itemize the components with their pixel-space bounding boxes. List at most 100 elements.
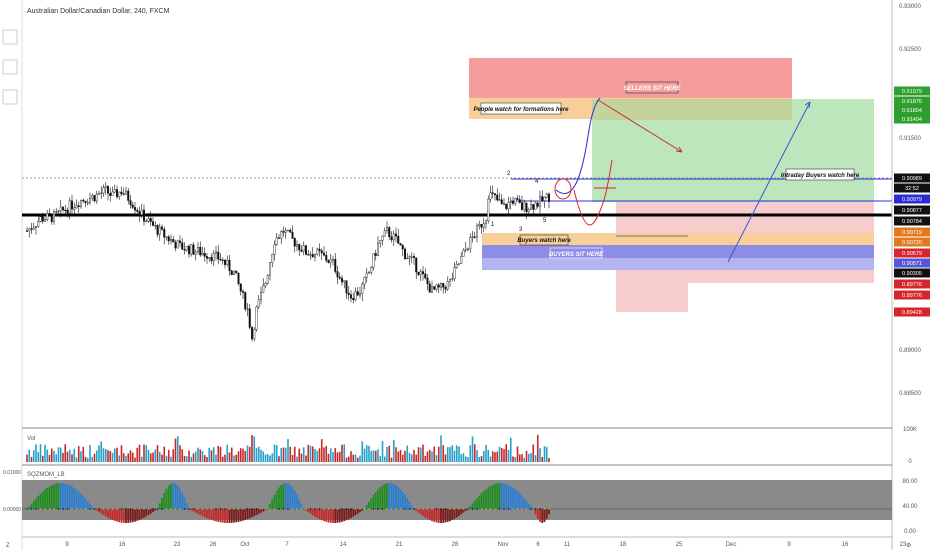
momentum-bar: [170, 483, 172, 509]
squeeze-dot: [458, 508, 460, 510]
momentum-bar: [138, 509, 141, 520]
squeeze-dot: [336, 508, 339, 510]
volume-bar: [534, 455, 537, 462]
squeeze-dot: [107, 508, 109, 510]
candle: [462, 248, 465, 257]
candle: [221, 257, 224, 265]
squeeze-dot: [156, 508, 159, 510]
squeeze-dot: [408, 508, 411, 510]
squeeze-dot: [368, 508, 370, 510]
squeeze-dot: [179, 508, 181, 510]
volume-bar: [386, 446, 388, 462]
momentum-bar: [71, 486, 73, 509]
volume-bar: [399, 449, 402, 462]
candle: [104, 182, 107, 195]
volume-bar: [266, 454, 269, 462]
momentum-bar: [336, 509, 339, 523]
volume-bar: [113, 448, 116, 462]
candle: [35, 225, 38, 235]
volume-label: Vol: [27, 436, 35, 442]
momentum-bar: [291, 487, 294, 509]
volume-bar: [221, 456, 224, 462]
squeeze-dot: [404, 508, 406, 510]
svg-text:SELLERS SIT HERE: SELLERS SIT HERE: [623, 86, 681, 92]
squeeze-dot: [273, 508, 276, 510]
scale-buttons[interactable]: Z ⚙: [6, 542, 911, 549]
volume-bar: [320, 439, 323, 462]
intraday-label: Intraday Buyers watch here: [781, 168, 860, 181]
candle: [59, 200, 62, 218]
momentum-bar: [266, 509, 269, 510]
momentum-bar: [145, 509, 148, 517]
momentum-bar: [404, 494, 406, 509]
price-tick: 0.89000: [899, 348, 921, 354]
momentum-bar: [469, 506, 472, 509]
indicator-tick-right: 80.00: [902, 479, 918, 485]
volume-bar: [345, 457, 348, 462]
momentum-bar: [370, 498, 373, 509]
price-badge: 0.90784: [894, 216, 930, 226]
price-tick: 0.93000: [899, 4, 921, 10]
price-badge: 0.91404: [894, 114, 930, 124]
volume-bar: [431, 451, 433, 462]
momentum-bar: [388, 483, 391, 509]
candle: [196, 242, 199, 255]
candle: [318, 243, 321, 257]
momentum-bar: [269, 503, 271, 509]
time-label: 26: [210, 542, 217, 548]
drawing-toolbar[interactable]: [2, 29, 18, 105]
squeeze-dot: [489, 508, 492, 510]
momentum-bar: [372, 494, 375, 509]
volume-bar: [89, 444, 91, 462]
squeeze-dot: [440, 508, 442, 510]
squeeze-dot: [422, 508, 424, 510]
volume-bar: [334, 448, 337, 462]
momentum-bar: [368, 501, 370, 509]
candle: [248, 303, 251, 330]
candle: [471, 231, 474, 243]
svg-text:0.90989: 0.90989: [902, 176, 922, 182]
momentum-bar: [410, 505, 413, 509]
volume-bar: [338, 451, 341, 462]
indicator-pane: SQZMOM_LB 0.01000 0.00000 80.00 40.00 0.…: [3, 464, 918, 535]
candle: [536, 201, 539, 209]
volume-bar: [419, 447, 422, 462]
time-label: 11: [564, 542, 571, 548]
momentum-bar: [325, 509, 328, 522]
squeeze-dot: [44, 508, 46, 510]
momentum-bar: [80, 493, 82, 509]
volume-bar: [48, 454, 51, 462]
candle: [527, 207, 530, 215]
squeeze-dot: [480, 508, 483, 510]
volume-bar: [84, 456, 87, 462]
candle: [363, 276, 366, 290]
momentum-bar: [516, 491, 519, 509]
candle: [262, 278, 265, 293]
squeeze-dot: [237, 508, 240, 510]
momentum-bar: [476, 498, 478, 509]
volume-bar: [455, 445, 458, 462]
squeeze-dot: [471, 508, 474, 510]
sellers-label: SELLERS SIT HERE: [623, 81, 681, 94]
momentum-bar: [514, 489, 517, 509]
volume-bar: [111, 452, 114, 462]
candle: [293, 237, 296, 253]
candle: [523, 199, 526, 213]
volume-bar: [453, 450, 456, 462]
candle: [278, 234, 281, 239]
volume-bar: [55, 454, 58, 462]
volume-bar: [253, 436, 256, 462]
candle: [541, 190, 544, 203]
candle: [91, 193, 94, 201]
candle: [64, 204, 67, 216]
squeeze-dot: [251, 508, 253, 510]
momentum-bar: [253, 509, 256, 517]
candle: [521, 195, 524, 211]
momentum-bar: [471, 503, 474, 509]
volume-bar: [170, 456, 172, 462]
time-label: 9: [787, 542, 791, 548]
volume-bar: [404, 450, 406, 462]
momentum-bar: [379, 487, 382, 509]
volume-bar: [255, 448, 258, 462]
